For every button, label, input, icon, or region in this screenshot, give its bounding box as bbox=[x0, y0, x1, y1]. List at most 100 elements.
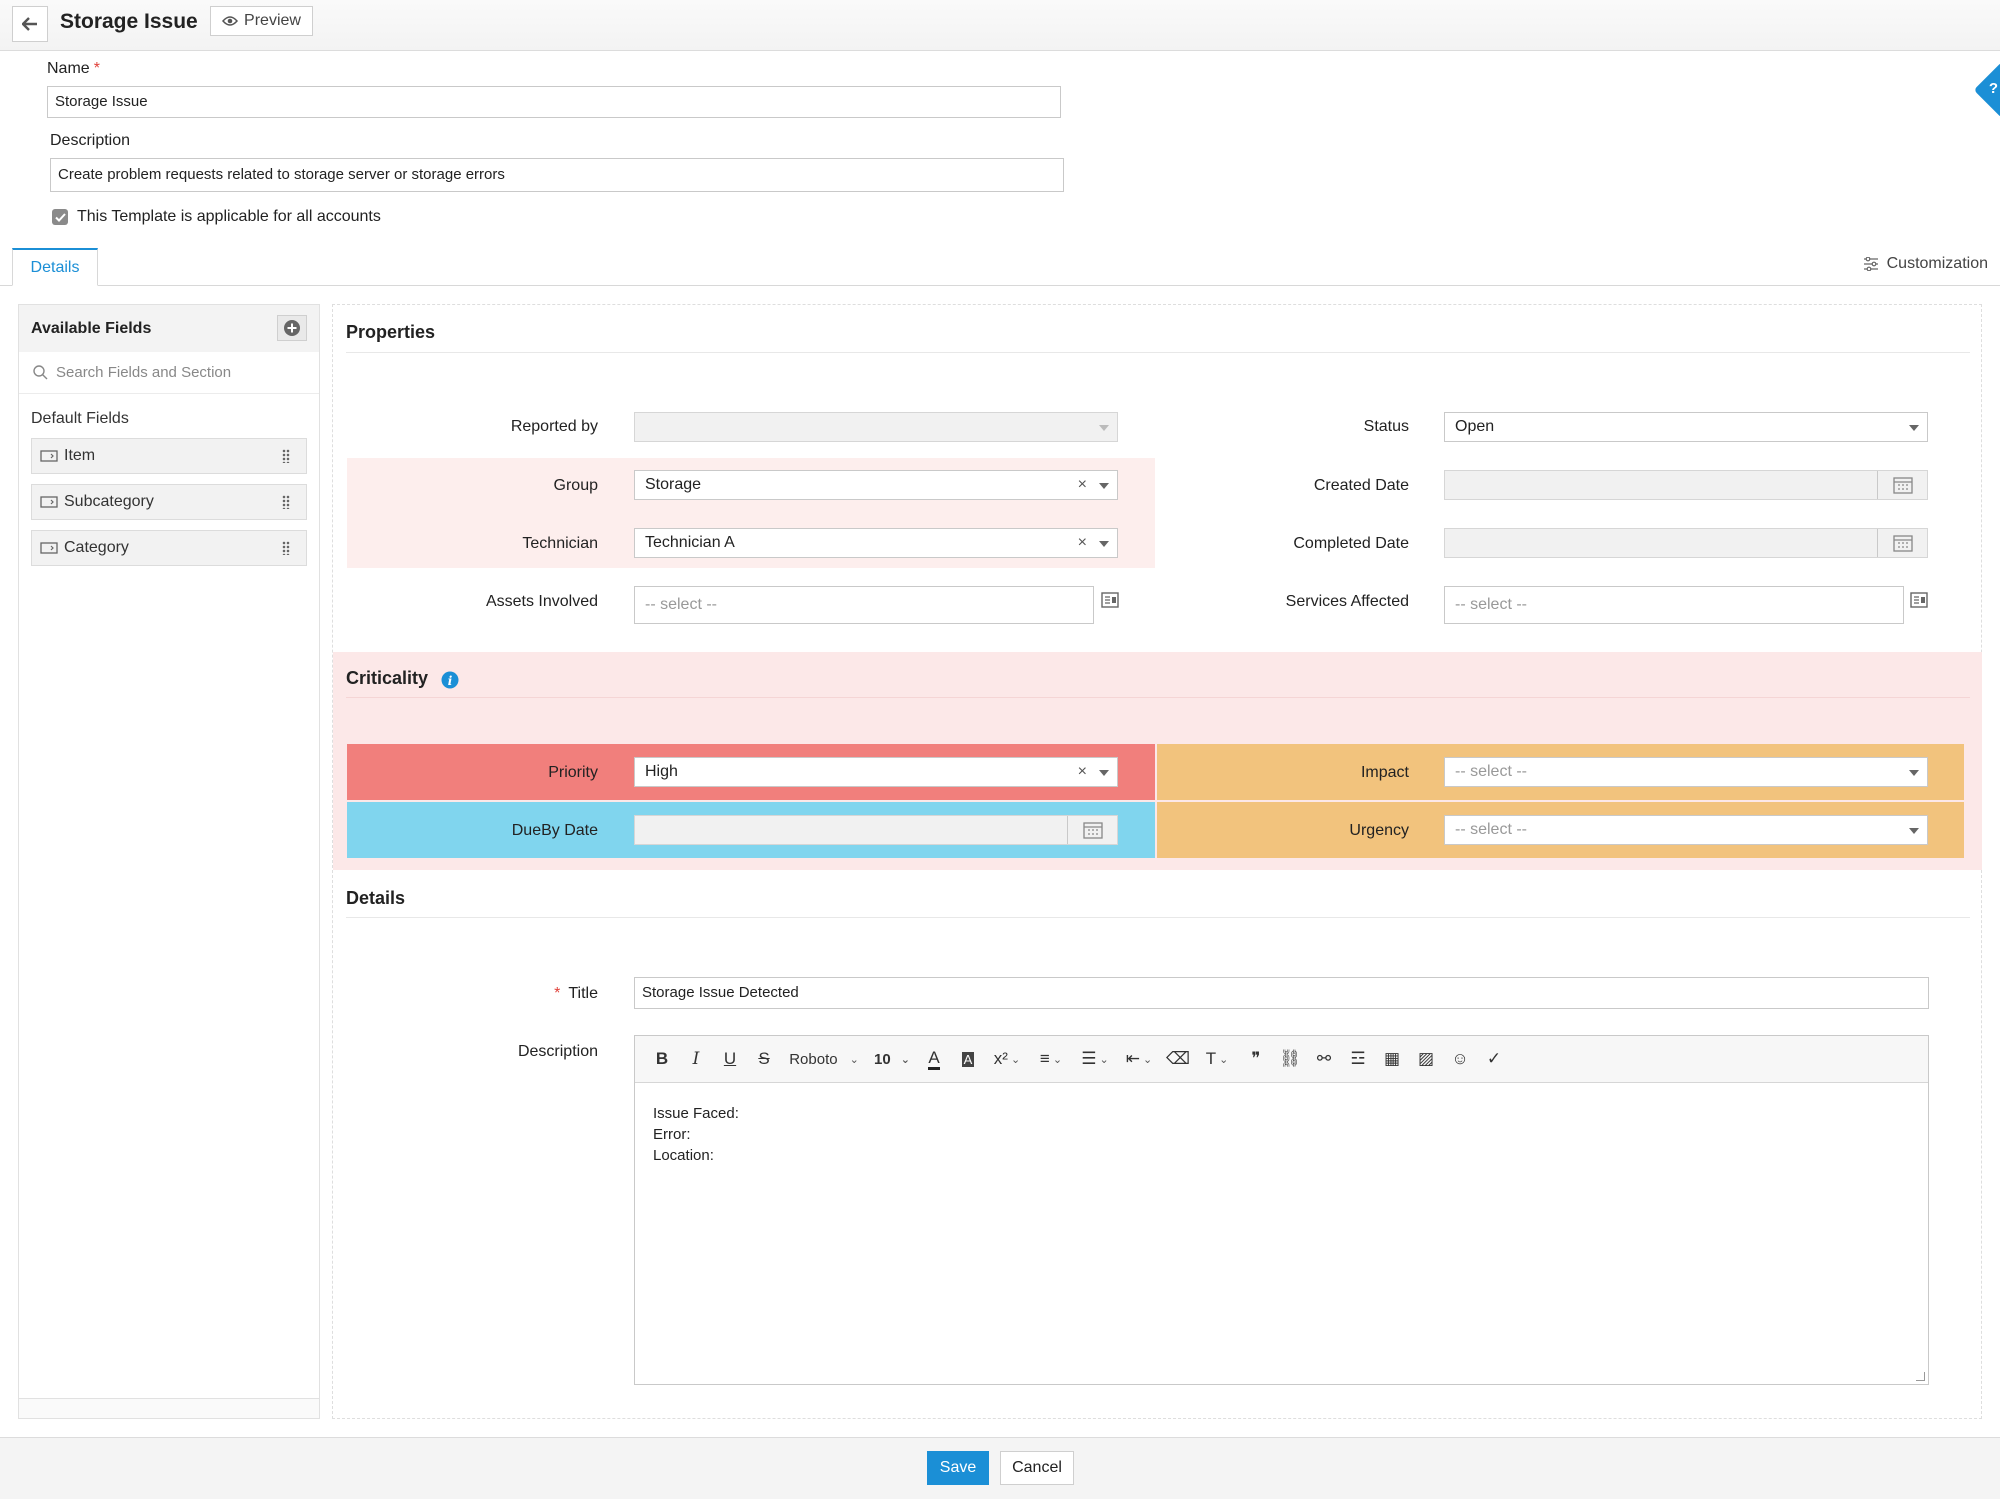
assets-placeholder: -- select -- bbox=[645, 596, 717, 613]
table-icon[interactable]: ▦ bbox=[1383, 1049, 1401, 1068]
back-button[interactable] bbox=[12, 6, 48, 42]
chevron-down-icon: ⌄ bbox=[1052, 1053, 1063, 1066]
all-accounts-checkbox[interactable] bbox=[52, 209, 68, 225]
tab-details[interactable]: Details bbox=[12, 248, 98, 286]
field-category-label: Category bbox=[64, 539, 129, 556]
field-subcategory[interactable]: Subcategory bbox=[31, 484, 307, 520]
font-family-select[interactable]: Roboto ⌄ bbox=[781, 1044, 867, 1074]
field-subcategory-label: Subcategory bbox=[64, 493, 154, 510]
search-placeholder: Search Fields and Section bbox=[56, 364, 232, 381]
chevron-down-icon bbox=[1909, 770, 1919, 776]
clear-icon[interactable]: × bbox=[1077, 476, 1087, 493]
urgency-select[interactable]: -- select -- bbox=[1444, 815, 1928, 845]
text-color-button[interactable]: A bbox=[917, 1044, 951, 1074]
italic-button[interactable]: I bbox=[692, 1049, 700, 1069]
impact-placeholder: -- select -- bbox=[1455, 763, 1527, 780]
unlink-icon[interactable]: ⚯ bbox=[1316, 1049, 1332, 1068]
status-select[interactable]: Open bbox=[1444, 412, 1928, 442]
drag-handle-icon[interactable] bbox=[282, 541, 290, 555]
calendar-button[interactable] bbox=[1877, 529, 1927, 557]
drag-handle-icon[interactable] bbox=[282, 495, 290, 509]
customization-label: Customization bbox=[1886, 255, 1988, 272]
editor-content[interactable]: Issue Faced: Error: Location: bbox=[635, 1083, 1928, 1186]
created-date-input[interactable] bbox=[1444, 470, 1928, 500]
chevron-down-icon: ⌄ bbox=[849, 1053, 859, 1066]
customization-link[interactable]: Customization bbox=[1863, 255, 1988, 273]
clear-icon[interactable]: × bbox=[1077, 534, 1087, 551]
reported-by-select[interactable] bbox=[634, 412, 1118, 442]
horizontal-rule-icon[interactable]: ☲ bbox=[1350, 1049, 1366, 1068]
font-size-select[interactable]: 10 ⌄ bbox=[867, 1044, 917, 1074]
resize-handle-icon[interactable] bbox=[1916, 1372, 1925, 1381]
description-editor[interactable]: B I U S Roboto ⌄ 10 ⌄ A A x² ⌄ ≡ ⌄ ☰ ⌄ ⇤ ⌄ ⌫ T… bbox=[634, 1035, 1929, 1385]
drag-handle-icon[interactable] bbox=[282, 449, 290, 463]
reported-by-label: Reported by bbox=[510, 418, 598, 435]
cancel-button[interactable]: Cancel bbox=[1000, 1451, 1074, 1485]
title-input[interactable]: Storage Issue Detected bbox=[634, 977, 1929, 1009]
list-button[interactable]: ☰ ⌄ bbox=[1081, 1049, 1109, 1068]
group-value: Storage bbox=[645, 476, 702, 493]
highlight-color-button[interactable]: A bbox=[961, 1051, 975, 1067]
lookup-icon[interactable] bbox=[1910, 592, 1928, 608]
technician-select[interactable]: Technician A × bbox=[634, 528, 1118, 558]
description-input[interactable]: Create problem requests related to stora… bbox=[50, 158, 1064, 192]
add-field-button[interactable] bbox=[277, 315, 307, 341]
details-rule bbox=[346, 917, 1970, 918]
indent-button[interactable]: ⇤ ⌄ bbox=[1125, 1049, 1153, 1068]
image-icon[interactable]: ▨ bbox=[1417, 1049, 1435, 1068]
font-size-value: 10 bbox=[874, 1050, 891, 1068]
bold-button[interactable]: B bbox=[655, 1049, 669, 1068]
font-family-value: Roboto bbox=[789, 1050, 838, 1068]
services-affected-select[interactable]: -- select -- bbox=[1444, 586, 1904, 624]
emoji-icon[interactable]: ☺ bbox=[1451, 1049, 1469, 1068]
help-question-icon[interactable]: ? bbox=[1988, 80, 1998, 97]
field-icon bbox=[40, 496, 58, 508]
chevron-down-icon bbox=[1099, 770, 1109, 776]
assets-involved-select[interactable]: -- select -- bbox=[634, 586, 1094, 624]
name-input[interactable]: Storage Issue bbox=[47, 86, 1061, 118]
clear-icon[interactable]: × bbox=[1077, 763, 1087, 780]
available-fields-title: Available Fields bbox=[31, 319, 152, 337]
default-fields-label: Default Fields bbox=[31, 410, 129, 427]
chevron-down-icon bbox=[1909, 425, 1919, 431]
search-icon bbox=[33, 365, 48, 380]
search-fields-input[interactable]: Search Fields and Section bbox=[19, 352, 319, 394]
quote-icon[interactable]: ❞ bbox=[1251, 1049, 1261, 1068]
calendar-button[interactable] bbox=[1877, 471, 1927, 499]
eraser-icon[interactable]: ⌫ bbox=[1165, 1049, 1191, 1068]
lookup-icon[interactable] bbox=[1101, 592, 1119, 608]
arrow-left-icon bbox=[22, 17, 37, 31]
link-icon[interactable]: ⛓ bbox=[1279, 1049, 1301, 1068]
calendar-button[interactable] bbox=[1067, 816, 1117, 844]
superscript-button[interactable]: x² ⌄ bbox=[993, 1049, 1021, 1068]
info-icon[interactable]: i bbox=[441, 671, 459, 689]
align-button[interactable]: ≡ ⌄ bbox=[1039, 1049, 1063, 1068]
chevron-down-icon: ⌄ bbox=[900, 1053, 910, 1066]
priority-select[interactable]: High × bbox=[634, 757, 1118, 787]
field-category[interactable]: Category bbox=[31, 530, 307, 566]
completed-date-input[interactable] bbox=[1444, 528, 1928, 558]
impact-select[interactable]: -- select -- bbox=[1444, 757, 1928, 787]
chevron-down-icon bbox=[1099, 425, 1109, 431]
chevron-down-icon: ⌄ bbox=[1219, 1053, 1229, 1066]
preview-button[interactable]: Preview bbox=[210, 6, 313, 36]
status-value: Open bbox=[1455, 418, 1495, 435]
strikethrough-button[interactable]: S bbox=[758, 1049, 770, 1068]
chevron-down-icon: ⌄ bbox=[1099, 1053, 1109, 1066]
urgency-label: Urgency bbox=[1349, 822, 1409, 839]
underline-button[interactable]: U bbox=[723, 1049, 737, 1068]
dueby-date-input[interactable] bbox=[634, 815, 1118, 845]
technician-label: Technician bbox=[522, 535, 598, 552]
urgency-placeholder: -- select -- bbox=[1455, 821, 1527, 838]
chevron-down-icon bbox=[1099, 541, 1109, 547]
calendar-icon bbox=[1892, 477, 1913, 494]
top-bar: Storage Issue Preview bbox=[0, 0, 2000, 51]
group-select[interactable]: Storage × bbox=[634, 470, 1118, 500]
clear-format-button[interactable]: T ⌄ bbox=[1205, 1049, 1229, 1068]
spellcheck-icon[interactable]: ✓ bbox=[1486, 1049, 1502, 1068]
svg-text:i: i bbox=[448, 674, 453, 688]
save-button[interactable]: Save bbox=[927, 1451, 989, 1485]
services-affected-label: Services Affected bbox=[1285, 593, 1409, 610]
field-item[interactable]: Item bbox=[31, 438, 307, 474]
panel-footer bbox=[19, 1398, 319, 1418]
